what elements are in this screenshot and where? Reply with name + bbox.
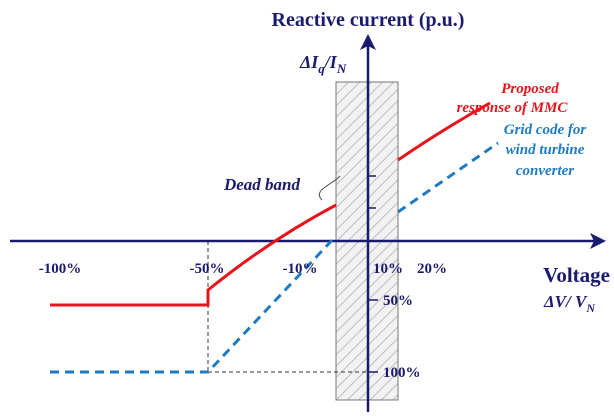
y-axis-arrow xyxy=(360,34,376,50)
proposed-curve xyxy=(397,101,491,162)
x-tick-label: 10% xyxy=(373,261,403,277)
x-tick-label: -50% xyxy=(190,261,225,277)
callout-line xyxy=(318,175,341,201)
x-axis-label: ΔV/ VN xyxy=(543,292,596,315)
proposed-label: response of MMC xyxy=(457,100,569,116)
grid-code-curve xyxy=(397,141,499,214)
proposed-label: Proposed xyxy=(501,81,559,97)
x-label-part: N xyxy=(585,301,596,315)
grid-code-curve xyxy=(50,234,338,374)
y-label-part: q xyxy=(318,61,325,76)
y-label-part: ΔI xyxy=(299,52,319,72)
x-axis-arrow xyxy=(590,233,606,249)
y-label-part: N xyxy=(336,61,347,76)
proposed-curve xyxy=(50,203,337,307)
grid-code-label: converter xyxy=(516,163,574,179)
grid-code-label: Grid code for xyxy=(504,122,587,138)
dead-band-label: Dead band xyxy=(223,175,301,194)
x-axis-title: Voltage xyxy=(543,263,610,287)
y-label-part: /I xyxy=(323,52,338,72)
x-tick-label: -10% xyxy=(283,261,318,277)
grid-code-label: wind turbine xyxy=(506,142,585,158)
y-tick-label: 50% xyxy=(383,293,413,309)
y-axis-label: ΔIq/IN xyxy=(299,52,347,76)
y-tick-label: 100% xyxy=(383,365,421,381)
x-tick-label: -100% xyxy=(39,261,82,277)
title: Reactive current (p.u.) xyxy=(272,9,465,31)
x-label-part: ΔV/ V xyxy=(543,292,588,311)
x-tick-label: 20% xyxy=(417,261,447,277)
